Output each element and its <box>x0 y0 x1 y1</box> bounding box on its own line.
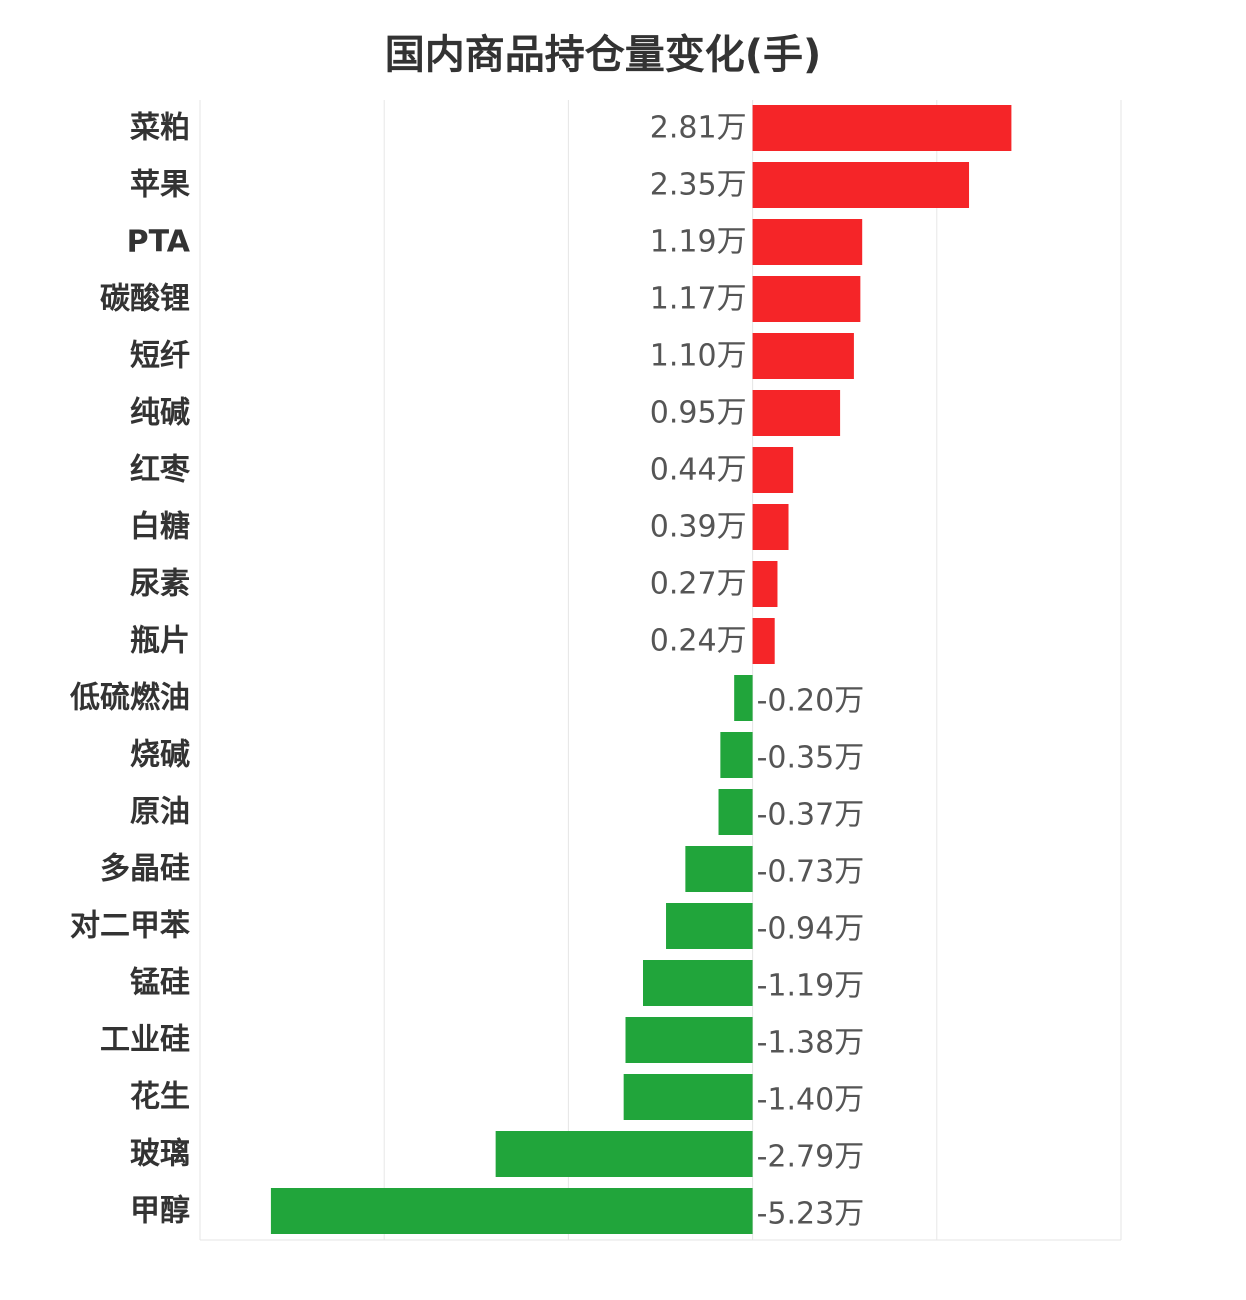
bar <box>734 675 753 721</box>
bar <box>623 1074 753 1120</box>
data-label: 0.39万 <box>650 510 747 545</box>
category-label: PTA <box>127 225 191 260</box>
data-label: -0.37万 <box>757 798 865 833</box>
category-label: 白糖 <box>130 510 190 545</box>
data-label: 0.27万 <box>650 567 747 602</box>
category-label: 原油 <box>130 795 190 830</box>
data-label: -0.73万 <box>757 855 865 890</box>
bar <box>752 276 861 322</box>
category-label: 甲醇 <box>130 1194 190 1229</box>
data-label: -1.38万 <box>757 1026 865 1061</box>
category-label: 瓶片 <box>130 624 190 659</box>
category-label: 花生 <box>130 1080 190 1115</box>
bar <box>720 732 753 778</box>
category-label: 苹果 <box>130 168 190 203</box>
data-label: -5.23万 <box>757 1197 865 1232</box>
category-label: 碳酸锂 <box>100 282 190 317</box>
bar <box>752 618 775 664</box>
bar <box>495 1131 753 1177</box>
data-label: 1.17万 <box>650 282 747 317</box>
category-label: 短纤 <box>130 339 190 374</box>
category-label: 纯碱 <box>130 396 190 431</box>
bar <box>270 1188 753 1234</box>
bars <box>270 105 1012 1234</box>
bar <box>685 846 753 892</box>
bar <box>752 162 970 208</box>
category-label: 低硫燃油 <box>69 681 190 716</box>
data-label: -2.79万 <box>757 1140 865 1175</box>
category-label: 菜粕 <box>130 111 190 146</box>
data-label: -0.20万 <box>757 684 865 719</box>
data-label: -1.40万 <box>757 1083 865 1118</box>
bar <box>752 105 1012 151</box>
bar <box>752 390 841 436</box>
category-label: 玻璃 <box>130 1137 190 1172</box>
data-label: 2.81万 <box>650 111 747 146</box>
category-label: 对二甲苯 <box>70 909 190 944</box>
grid-lines <box>199 100 1122 1241</box>
data-label: 2.35万 <box>650 168 747 203</box>
bar <box>643 960 753 1006</box>
data-label: 1.10万 <box>650 339 747 374</box>
data-label: 0.24万 <box>650 624 747 659</box>
bar <box>625 1017 753 1063</box>
data-label: 0.95万 <box>650 396 747 431</box>
bar <box>752 447 794 493</box>
category-label: 红枣 <box>130 453 191 488</box>
data-label: -0.35万 <box>757 741 865 776</box>
bar <box>752 504 789 550</box>
chart-title: 国内商品持仓量变化(手) <box>384 32 822 78</box>
category-label: 烧碱 <box>130 738 190 773</box>
category-label: 锰硅 <box>130 966 190 1001</box>
bar <box>718 789 753 835</box>
category-label: 多晶硅 <box>100 852 190 887</box>
bar <box>752 219 863 265</box>
category-label: 尿素 <box>130 567 190 602</box>
data-label: 1.19万 <box>650 225 747 260</box>
data-label: -0.94万 <box>757 912 865 947</box>
data-label: 0.44万 <box>650 453 747 488</box>
bar <box>752 561 778 607</box>
data-label: -1.19万 <box>757 969 865 1004</box>
bar <box>666 903 753 949</box>
bar <box>752 333 854 379</box>
category-label: 工业硅 <box>100 1023 190 1058</box>
